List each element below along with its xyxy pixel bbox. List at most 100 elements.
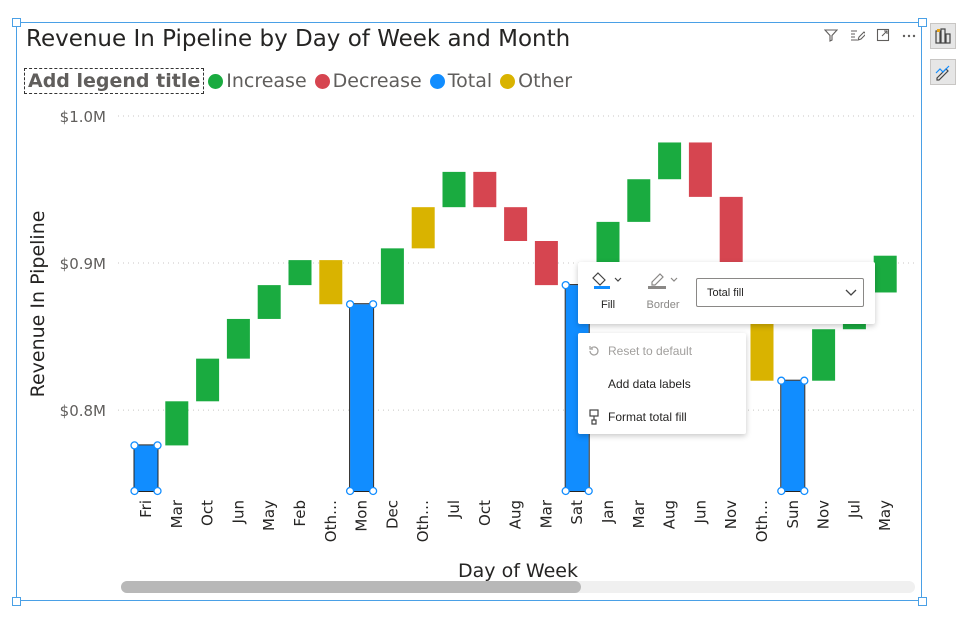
selection-handle [130,486,139,496]
legend-item-decrease[interactable]: Decrease [314,70,422,92]
fill-button[interactable]: Fill [590,270,626,311]
waterfall-bar-increase[interactable] [226,318,250,359]
reset-to-default-item[interactable]: Reset to default [578,338,746,364]
selection-handle [777,486,786,496]
waterfall-bar-other[interactable] [319,260,343,305]
horizontal-scrollbar[interactable] [121,581,915,593]
legend-item-increase[interactable]: Increase [208,70,307,92]
x-tick-label: Oct [199,500,217,526]
x-tick-label: Nov [815,500,833,529]
waterfall-bar-total[interactable] [350,304,374,491]
format-target-dropdown[interactable]: Total fill [696,278,864,307]
waterfall-bar-decrease[interactable] [504,207,528,241]
waterfall-bar-other[interactable] [750,321,774,381]
selection-handle [800,486,809,496]
format-brush-icon [578,409,608,425]
selection-handle [368,486,378,496]
x-tick-label: Jun [691,500,709,524]
waterfall-bar-increase[interactable] [873,255,897,293]
waterfall-bar-increase[interactable] [442,171,466,208]
x-tick-label: Dec [383,500,401,529]
selection-handle [561,280,570,290]
waterfall-visual-container[interactable] [16,22,922,601]
dropdown-value: Total fill [707,286,744,299]
legend-title[interactable]: Add legend title [24,68,205,94]
x-axis-ticks: Fri Mar Oct Jun May Feb Oth… Mon Dec Oth… Jul Oct Au… [137,499,894,542]
x-tick-label: May [260,500,278,531]
waterfall-bar-increase[interactable] [288,260,312,286]
analytics-icon[interactable] [930,59,956,85]
chart-bars [134,142,897,491]
x-tick-label: Sat [568,500,586,525]
more-options-icon[interactable] [900,26,918,44]
chevron-down-icon [845,289,857,296]
selection-handle [800,376,809,385]
legend-label: Total [447,70,493,92]
border-button[interactable]: Border [644,270,682,311]
selection-handle [368,300,378,309]
y-axis-ticks: $0.8M $0.9M $1.0M [60,108,106,420]
menu-item-label: Add data labels [608,377,691,391]
waterfall-bar-increase[interactable] [380,248,404,305]
waterfall-bar-increase[interactable] [812,329,836,381]
scrollbar-thumb[interactable] [121,581,581,593]
waterfall-bar-decrease[interactable] [688,142,712,197]
y-tick-label: $0.8M [60,402,106,420]
waterfall-bar-other[interactable] [411,207,435,249]
resize-handle-top-right[interactable] [918,18,927,27]
selection-handle [153,486,162,496]
selection-handle [345,300,355,309]
selection-handle [130,441,139,450]
legend-swatch [208,73,224,89]
selection-handle [561,486,570,496]
context-menu: Reset to default Add data labels Format … [578,333,746,434]
edit-icon[interactable] [848,26,866,44]
x-tick-label: Sun [784,500,802,529]
waterfall-bar-decrease[interactable] [473,171,497,208]
x-tick-label: Fri [137,500,155,518]
legend-swatch [314,73,330,89]
x-tick-label: Oth… [414,500,432,542]
reset-icon [578,344,608,358]
selection-outline [133,444,159,493]
add-data-labels-item[interactable]: Add data labels [578,371,746,397]
x-tick-label: Aug [661,500,679,529]
chart-title: Revenue In Pipeline by Day of Week and M… [26,26,571,52]
format-total-fill-item[interactable]: Format total fill [578,404,746,430]
x-tick-label: Mar [168,499,186,528]
waterfall-bar-total[interactable] [781,380,805,491]
waterfall-bar-decrease[interactable] [534,241,558,286]
x-tick-label: Oth… [753,500,771,542]
waterfall-bar-increase[interactable] [196,358,220,402]
filter-icon[interactable] [822,26,840,44]
visual-format-icon[interactable] [930,23,956,49]
legend-item-other[interactable]: Other [500,70,572,92]
waterfall-bar-increase[interactable] [257,285,281,319]
x-tick-label: May [876,500,894,531]
legend-swatch [429,73,445,89]
waterfall-bar-decrease[interactable] [719,196,743,264]
waterfall-bar-increase[interactable] [658,142,682,180]
x-tick-label: Jun [229,500,247,524]
waterfall-bar-increase[interactable] [627,179,651,222]
y-axis-title: Revenue In Pipeline [27,211,49,398]
resize-handle-bottom-left[interactable] [12,597,21,606]
waterfall-bar-total[interactable] [134,445,158,491]
selection-outline [349,303,375,492]
legend-label: Other [518,70,573,92]
legend: Add legend title Increase Decrease Total… [24,68,580,94]
x-tick-label: Aug [507,500,525,529]
focus-mode-icon[interactable] [874,26,892,44]
resize-handle-bottom-right[interactable] [918,597,927,606]
menu-item-label: Format total fill [608,410,687,424]
y-tick-label: $1.0M [60,108,106,126]
selection-handle [777,376,786,385]
fill-label: Fill [600,299,616,311]
x-tick-label: Nov [722,500,740,529]
resize-handle-top-left[interactable] [12,18,21,27]
waterfall-bar-increase[interactable] [165,401,189,446]
x-tick-label: Feb [291,500,309,527]
legend-item-total[interactable]: Total [429,70,493,92]
legend-swatch [500,73,516,89]
